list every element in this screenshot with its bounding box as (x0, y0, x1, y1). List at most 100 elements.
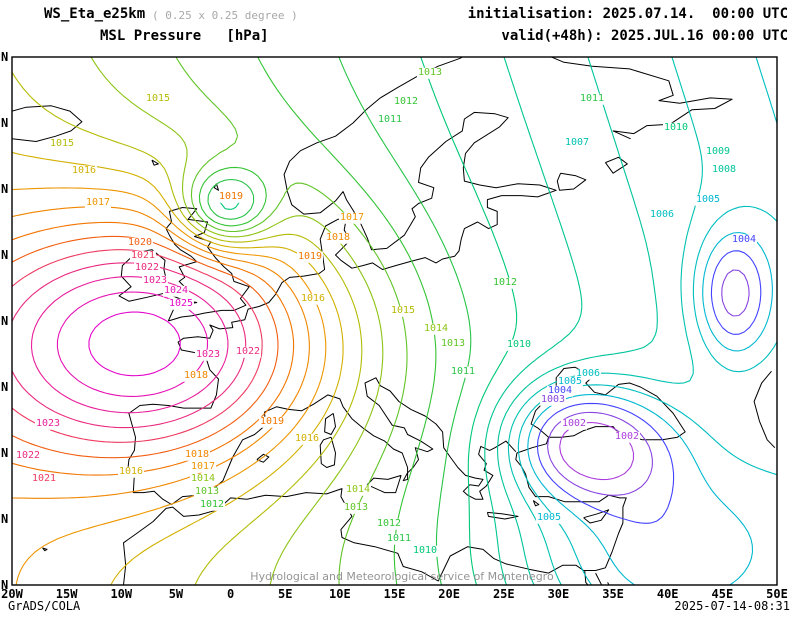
y-axis-tick-label: N (1, 248, 9, 262)
grads-credit: GrADS/COLA (8, 599, 81, 613)
contour-label-1006: 1006 (574, 367, 602, 380)
contour-label-1010: 1010 (411, 544, 439, 557)
isobar-1011 (207, 57, 472, 585)
isobar-1008 (497, 57, 658, 585)
contour-label-1022: 1022 (234, 345, 262, 358)
contour-label-1006: 1006 (648, 208, 676, 221)
y-axis-tick-label: N (1, 578, 9, 592)
isobar-1004 (536, 250, 762, 524)
contour-label-1016: 1016 (293, 432, 321, 445)
contour-label-1018: 1018 (183, 448, 211, 461)
isobar-1003 (547, 269, 750, 496)
contour-label-1024: 1024 (162, 284, 190, 297)
contour-label-1022: 1022 (133, 261, 161, 274)
x-axis-tick-label: 5E (277, 587, 293, 601)
y-axis-tick-label: N (1, 512, 9, 526)
x-axis-tick-label: 10E (329, 587, 351, 601)
contour-label-1011: 1011 (376, 113, 404, 126)
isobar-1021 (12, 249, 263, 443)
contour-label-1009: 1009 (704, 145, 732, 158)
isobar-1007 (507, 57, 703, 585)
x-axis-tick-label: 40E (656, 587, 679, 601)
contour-label-1012: 1012 (491, 276, 519, 289)
contour-label-1013: 1013 (416, 66, 444, 79)
x-axis-tick-label: 25E (492, 587, 515, 601)
x-axis-tick-label: 50E (766, 587, 788, 601)
contour-label-1004: 1004 (546, 384, 574, 397)
x-axis-tick-label: 30E (547, 587, 570, 601)
contour-label-1018: 1018 (182, 369, 210, 382)
contour-label-1010: 1010 (662, 121, 690, 134)
isobar-contours (12, 57, 777, 585)
contour-label-1020: 1020 (126, 236, 154, 249)
y-axis-tick-label: N (1, 50, 9, 64)
contour-label-1012: 1012 (198, 498, 226, 511)
contour-label-1017: 1017 (84, 196, 112, 209)
isobar-1016 (12, 151, 344, 585)
isobar-1017 (12, 187, 327, 585)
y-axis-tick-label: N (1, 314, 9, 328)
x-axis-tick-label: 20E (438, 587, 460, 601)
y-axis-tick-label: N (1, 116, 9, 130)
contour-label-1023: 1023 (34, 417, 62, 430)
contour-label-1013: 1013 (439, 337, 467, 350)
y-axis-tick-label: N (1, 380, 9, 394)
contour-label-1023: 1023 (194, 348, 222, 361)
x-axis-tick-label: 35E (602, 587, 624, 601)
contour-label-1015: 1015 (389, 304, 417, 317)
contour-label-1023: 1023 (141, 274, 169, 287)
coastlines (12, 57, 776, 585)
contour-label-1013: 1013 (193, 485, 221, 498)
contour-label-1002: 1002 (613, 430, 641, 443)
contour-label-1010: 1010 (505, 338, 533, 351)
contour-label-1014: 1014 (344, 483, 372, 496)
contour-label-1013: 1013 (342, 501, 370, 514)
isobar-1018 (12, 206, 310, 499)
contour-label-1002: 1002 (560, 417, 588, 430)
isobar-1005 (527, 231, 773, 585)
contour-label-1017: 1017 (189, 460, 217, 473)
contour-label-1015: 1015 (144, 92, 172, 105)
contour-label-1021: 1021 (129, 249, 157, 262)
watermark: Hydrological and Meteorological service … (250, 570, 554, 583)
contour-label-1016: 1016 (117, 465, 145, 478)
contour-label-1019: 1019 (258, 415, 286, 428)
creation-timestamp: 2025-07-14-08:31 (674, 599, 790, 613)
contour-label-1014: 1014 (189, 472, 217, 485)
y-axis-tick-label: N (1, 446, 9, 460)
isobar-1020 (12, 235, 279, 459)
x-axis-tick-label: 5W (168, 587, 184, 601)
contour-label-1005: 1005 (535, 511, 563, 524)
contour-label-1016: 1016 (70, 164, 98, 177)
contour-label-1012: 1012 (375, 517, 403, 530)
isobar-1006 (517, 57, 777, 585)
isobar-1022 (12, 262, 247, 429)
isobar-1023 (30, 276, 229, 414)
map-frame (11, 56, 778, 586)
isobar-1015 (12, 71, 363, 585)
field-title: MSL Pressure [hPa] (100, 28, 269, 44)
x-axis-tick-label: 45E (711, 587, 734, 601)
x-axis-tick-label: 15W (55, 587, 78, 601)
contour-label-1008: 1008 (710, 163, 738, 176)
contour-label-1011: 1011 (578, 92, 606, 105)
contour-label-1018: 1018 (324, 231, 352, 244)
contour-label-1011: 1011 (385, 532, 413, 545)
isobar-1012 (198, 57, 437, 585)
contour-label-1019: 1019 (217, 190, 245, 203)
x-axis-tick-label: 20W (1, 587, 23, 601)
contour-label-1012: 1012 (392, 95, 420, 108)
x-axis-tick-label: 0 (226, 587, 235, 601)
contour-label-1005: 1005 (556, 375, 584, 388)
contour-label-1011: 1011 (449, 365, 477, 378)
contour-label-1014: 1014 (422, 322, 450, 335)
contour-label-1005: 1005 (694, 193, 722, 206)
x-axis-tick-label: 15E (383, 587, 406, 601)
contour-label-1003: 1003 (539, 393, 567, 406)
contour-label-1017: 1017 (338, 211, 366, 224)
resolution-note: ( 0.25 x 0.25 degree ) (152, 9, 298, 22)
initialisation-time: initialisation: 2025.07.14. 00:00 UTC (467, 6, 788, 22)
y-axis-tick-label: N (1, 182, 9, 196)
